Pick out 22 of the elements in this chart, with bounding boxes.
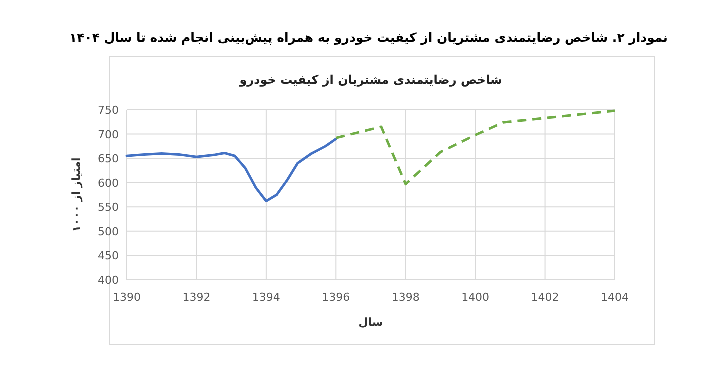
y-tick-label: 550	[98, 201, 119, 214]
y-tick-label: 650	[98, 152, 119, 166]
x-tick-label: 1390	[113, 291, 141, 304]
x-tick-label: 1400	[462, 291, 490, 304]
chart-title: نمودار ۲. شاخص رضایتمندی مشتریان از کیفیت خودرو به همراه پیش‌بینی انجام شده تا سال ۱۴۰۴	[69, 30, 668, 46]
x-tick-label: 1404	[601, 291, 629, 304]
x-axis-title: سال	[358, 316, 384, 329]
x-tick-label: 1392	[182, 291, 211, 304]
y-axis-title: امتیاز از ۱۰۰۰	[70, 158, 83, 232]
x-tick-label: 1394	[252, 291, 280, 304]
y-tick-label: 600	[98, 176, 119, 190]
y-tick-label: 750	[98, 104, 119, 117]
x-tick-label: 1402	[531, 291, 560, 304]
line-series	[334, 110, 616, 186]
y-tick-label: 500	[98, 225, 119, 238]
y-tick-label: 400	[98, 274, 119, 287]
chart-subtitle: شاخص رضایتمندی مشتریان از کیفیت خودرو	[238, 73, 502, 87]
x-tick-label: 1396	[322, 291, 350, 304]
x-tick-label: 1398	[392, 291, 420, 304]
line-series	[126, 138, 338, 203]
y-tick-label: 700	[98, 128, 119, 142]
y-tick-label: 450	[98, 250, 119, 263]
